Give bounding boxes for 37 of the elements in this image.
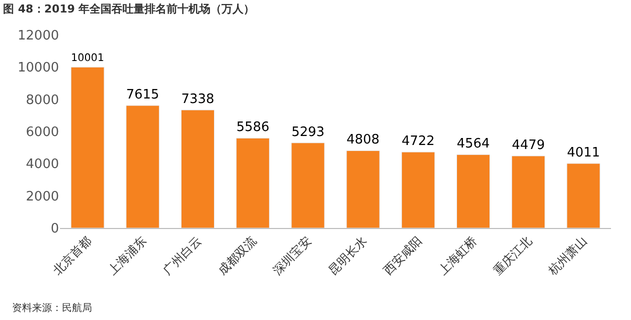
bar — [566, 163, 600, 228]
y-tick-label: 6000 — [26, 125, 59, 140]
bar — [236, 138, 270, 228]
bar — [401, 152, 435, 228]
x-tick-label: 重庆江北 — [490, 234, 535, 278]
data-label: 4808 — [346, 132, 380, 148]
bar — [512, 156, 546, 228]
data-label: 4722 — [402, 134, 435, 150]
data-label: 10001 — [71, 52, 104, 64]
x-tick-label: 上海虹桥 — [436, 234, 480, 278]
chart-title: 图 48：2019 年全国吞吐量排名前十机场（万人） — [3, 2, 255, 16]
y-tick-label: 2000 — [26, 189, 59, 204]
x-tick-label: 成都双流 — [215, 234, 260, 278]
bar — [291, 142, 325, 228]
x-tick-label: 杭州萧山 — [545, 234, 590, 278]
y-tick-label: 8000 — [26, 92, 59, 108]
text: 资料来源：民航局 — [12, 302, 92, 314]
bar — [126, 105, 160, 228]
data-label: 7338 — [181, 92, 214, 107]
bar — [70, 66, 104, 228]
y-tick-label: 4000 — [26, 157, 59, 172]
y-tick-label: 10000 — [18, 60, 59, 76]
bar — [346, 150, 380, 228]
bar — [456, 154, 490, 228]
data-label: 4564 — [456, 136, 490, 152]
x-tick-label: 昆明长水 — [326, 234, 370, 278]
bar — [180, 110, 215, 228]
x-tick-label: 深圳宝安 — [270, 234, 314, 278]
data-label: 7615 — [126, 88, 160, 103]
x-tick-label: 上海浦东 — [105, 234, 150, 278]
data-label: 5586 — [236, 120, 270, 136]
y-tick-label: 12000 — [18, 28, 59, 44]
x-tick-label: 广州白云 — [160, 234, 204, 278]
x-tick-label: 西安咸阳 — [380, 234, 425, 278]
data-label: 4479 — [512, 138, 545, 153]
data-label: 4011 — [566, 145, 600, 160]
data-label: 5293 — [291, 124, 324, 140]
